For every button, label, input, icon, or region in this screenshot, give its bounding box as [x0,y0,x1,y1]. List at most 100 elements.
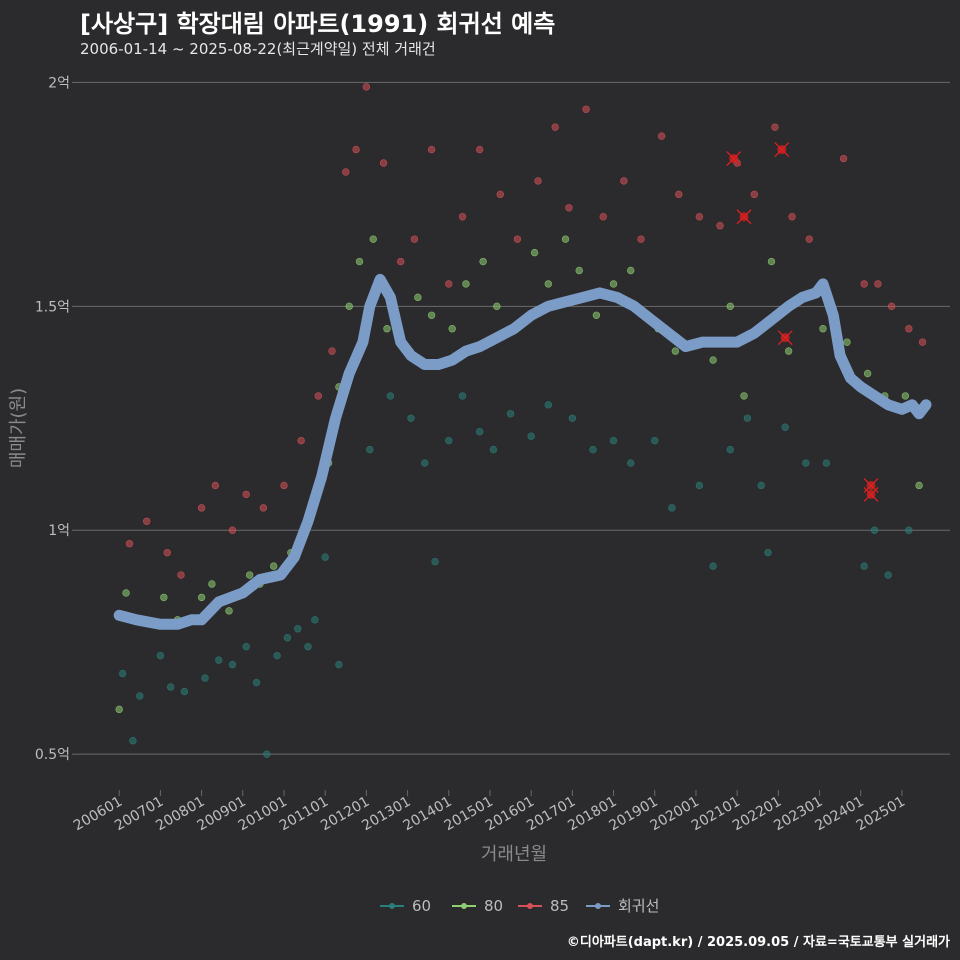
outlier-cross [736,209,752,225]
point-60 [860,562,868,570]
point-60 [242,642,250,651]
point-80 [462,280,470,288]
point-60 [544,401,553,409]
x-axis-labels: 2006012007012008012009012010012011012012… [71,794,908,835]
scatter-points [115,83,927,758]
point-85 [874,280,882,288]
point-80 [544,280,553,288]
point-85 [427,145,436,154]
point-60 [129,737,137,745]
point-80 [740,392,748,400]
point-80 [561,235,570,243]
legend-dot [461,903,467,909]
point-60 [283,634,292,642]
point-80 [245,571,254,579]
y-tick-label: 0.5억 [35,747,70,763]
outlier-markers [726,142,879,502]
point-85 [458,213,467,221]
outlier-cross [777,330,793,346]
chart-title: [사상구] 학장대림 아파트(1991) 회귀선 예측 [80,10,556,38]
point-85 [637,235,645,243]
point-85 [280,481,288,490]
point-80 [592,311,601,319]
regression-path [113,273,932,630]
legend-label: 회귀선 [618,897,659,915]
outlier-cross [863,486,879,502]
point-85 [582,105,590,113]
point-80 [208,580,216,588]
point-60 [136,692,144,700]
point-85 [163,548,171,557]
legend-label: 60 [412,897,431,915]
point-80 [122,589,130,597]
point-80 [863,369,872,378]
point-85 [918,338,927,346]
legend: 60 80 85 회귀선 [380,897,659,915]
point-80 [843,338,851,346]
y-tick-label: 2억 [48,75,70,91]
point-60 [386,392,395,400]
point-80 [819,325,827,333]
point-80 [160,593,168,602]
point-60 [695,481,704,490]
point-85 [125,539,134,548]
legend-label: 80 [484,897,503,915]
point-60 [884,571,892,579]
point-60 [905,526,913,534]
point-85 [342,168,350,176]
point-60 [407,414,415,422]
point-85 [242,490,250,499]
point-80 [575,266,583,275]
point-60 [822,459,831,467]
point-60 [609,436,618,445]
point-60 [589,445,597,454]
point-60 [757,481,765,490]
footer-credit: ©디아파트(dapt.kr) / 2025.09.05 / 자료=국토교통부 실… [566,935,950,950]
point-60 [802,459,810,467]
point-80 [269,562,278,570]
point-60 [421,459,429,467]
point-85 [657,132,666,140]
point-85 [805,235,813,243]
outlier-marker [777,330,793,346]
point-85 [445,280,453,288]
point-85 [887,302,896,311]
point-80 [345,302,353,311]
point-80 [784,347,793,355]
point-85 [599,213,607,221]
point-60 [228,660,237,669]
point-60 [764,548,772,557]
x-axis-title: 거래년월 [481,844,547,865]
point-85 [211,481,220,490]
point-80 [414,293,422,302]
point-85 [513,235,522,243]
point-60 [489,445,498,454]
y-axis-title: 매매가(원) [8,388,29,468]
point-85 [565,204,573,212]
point-85 [905,325,913,333]
outlier-marker [774,142,790,158]
point-85 [297,436,305,445]
point-60 [527,432,535,440]
point-85 [259,504,268,512]
point-60 [568,414,577,422]
point-60 [215,656,223,664]
point-80 [609,280,618,288]
point-85 [314,392,323,400]
regression-line [113,273,932,630]
point-60 [743,414,752,422]
point-80 [627,266,635,275]
point-85 [750,190,759,199]
point-80 [726,302,734,311]
y-tick-label: 1억 [48,523,70,539]
outlier-cross [774,142,790,158]
chart-subtitle: 2006-01-14 ~ 2025-08-22(최근계약일) 전체 거래건 [80,40,436,58]
grid [72,81,950,796]
point-60 [781,423,789,431]
point-85 [839,154,848,163]
point-80 [530,248,539,257]
point-85 [410,235,419,243]
point-60 [726,445,734,454]
point-85 [675,190,683,199]
